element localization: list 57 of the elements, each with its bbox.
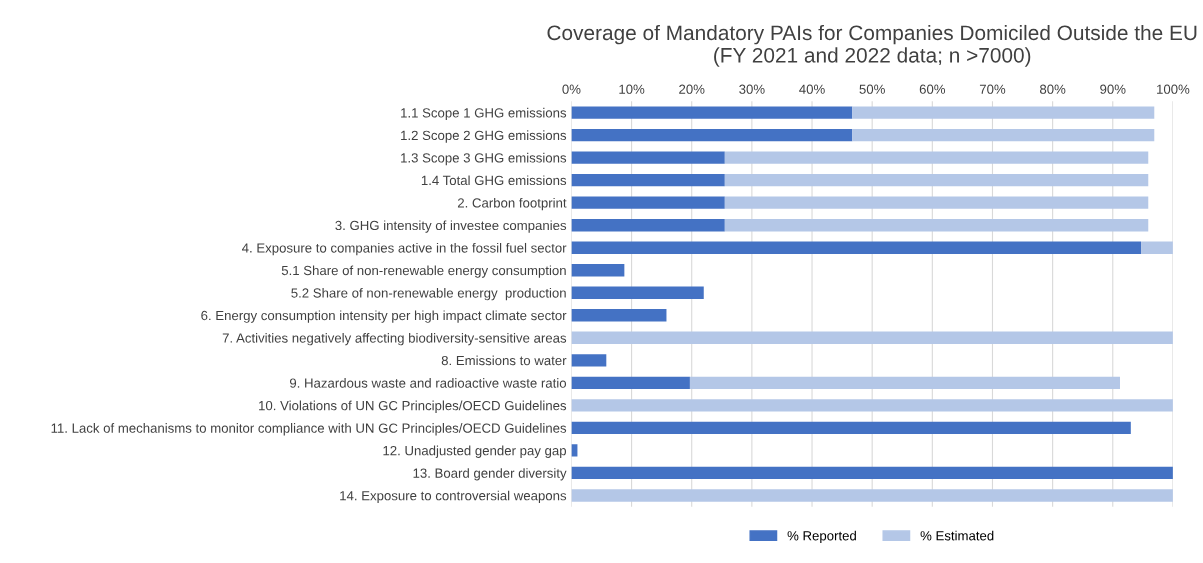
bar [571, 309, 667, 322]
bar [852, 106, 1155, 119]
bar [571, 354, 607, 367]
x-tick-label: 50% [859, 84, 885, 94]
chart-title: Coverage of Mandatory PAIs for Companies Domiciled Outside the EU (FY 2021 and 2022 data; n >7000) [547, 24, 1197, 67]
x-tick-label: 0% [562, 84, 581, 94]
y-tick-label: 1.1 Scope 1 GHG emissions [401, 107, 567, 121]
bar [852, 128, 1155, 142]
x-tick-label: 70% [979, 84, 1006, 94]
y-tick-label: 10. Violations of UN GC Principles/OECD Guidelines [259, 400, 567, 413]
bar [1141, 241, 1173, 254]
legend-label: % Estimated [920, 530, 994, 541]
y-tick-label: 6. Energy consumption intensity per high impact climate sector [201, 310, 567, 323]
bar [571, 128, 853, 142]
y-tick-label: 5.2 Share of non-renewable energy production [291, 287, 566, 301]
x-tick-label: 20% [679, 84, 705, 94]
y-tick-label: 2. Carbon footprint [457, 197, 567, 211]
y-tick-label: 9. Hazardous waste and radioactive waste ratio [289, 378, 567, 388]
y-tick-label: 5.1 Share of non-renewable energy consumption [281, 265, 566, 278]
x-tick-label: 30% [739, 84, 765, 94]
bar [571, 489, 1173, 502]
y-tick-label: 12. Unadjusted gender pay gap [383, 445, 567, 458]
y-tick-label: 8. Emissions to water [441, 355, 567, 366]
bar [724, 196, 1149, 209]
bar [571, 421, 1131, 435]
bar [724, 151, 1149, 164]
bar [571, 286, 704, 299]
y-tick-label: 1.3 Scope 3 GHG emissions [401, 152, 567, 166]
bar [571, 106, 853, 119]
bar [571, 376, 690, 390]
bar [571, 241, 1142, 254]
y-tick-label: 4. Exposure to companies active in the fossil fuel sector [241, 242, 567, 256]
x-tick-label: 10% [619, 84, 645, 94]
y-tick-label: 3. GHG intensity of investee companies [335, 220, 567, 233]
y-tick-label: 11. Lack of mechanisms to monitor compliance with UN GC Principles/OECD Guidelines [51, 423, 567, 436]
y-tick-label: 14. Exposure to controversial weapons [340, 490, 567, 503]
y-tick-label: 7. Activities negatively affecting biodiversity-sensitive areas [222, 333, 567, 346]
bar [571, 331, 1173, 344]
x-tick-label: 40% [799, 84, 825, 94]
bar [724, 219, 1149, 232]
x-tick-label: 80% [1039, 84, 1066, 94]
bar [571, 264, 625, 277]
bar [571, 219, 725, 232]
bar [689, 376, 1120, 390]
bar [571, 196, 725, 209]
bar [571, 399, 1173, 412]
y-tick-label: 13. Board gender diversity [413, 468, 567, 481]
bar [571, 466, 1173, 480]
bar [571, 173, 725, 187]
y-tick-label: 1.4 Total GHG emissions [421, 175, 567, 186]
x-tick-label: 60% [919, 84, 946, 94]
legend-label: % Reported [787, 530, 856, 544]
bar [724, 173, 1149, 187]
y-tick-label: 1.2 Scope 2 GHG emissions [401, 130, 567, 143]
x-tick-label: 100% [1157, 84, 1190, 94]
bar [571, 151, 725, 164]
x-tick-label: 90% [1100, 84, 1126, 94]
